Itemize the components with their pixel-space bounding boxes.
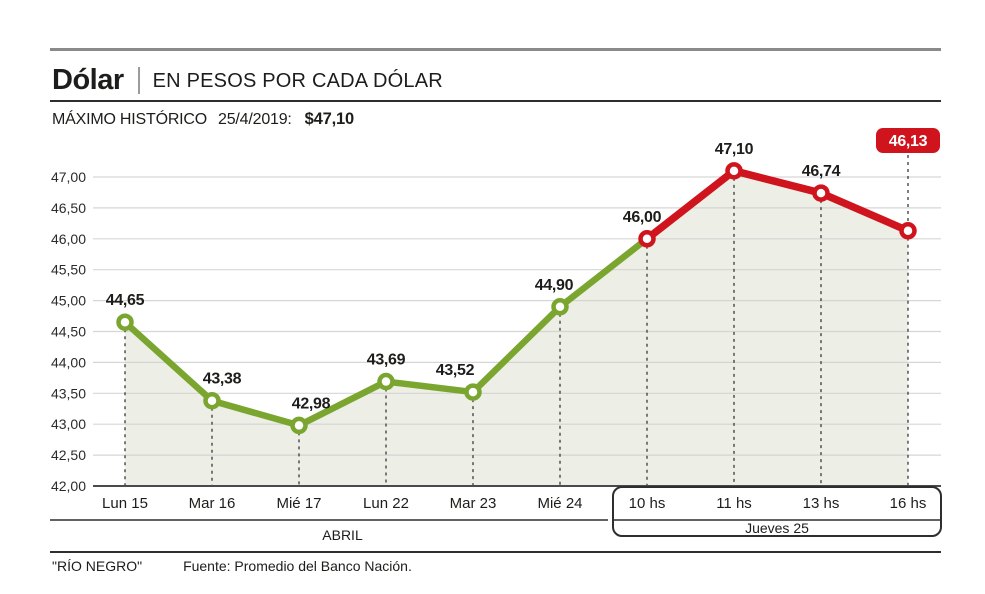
data-point-marker	[464, 383, 482, 401]
y-axis-label: 45,00	[51, 293, 86, 309]
page-title: Dólar	[52, 63, 124, 96]
data-point-marker	[377, 372, 395, 391]
x-axis-label: Mié 24	[537, 495, 582, 512]
x-axis-label: 13 hs	[803, 495, 840, 512]
top-rule	[50, 48, 941, 51]
y-axis-label: 42,00	[51, 478, 86, 494]
group-label: Jueves 25	[745, 520, 809, 536]
data-point-label: 44,65	[106, 292, 145, 309]
footer: "RÍO NEGRO" Fuente: Promedio del Banco N…	[52, 558, 412, 574]
data-point-label: 46,74	[802, 163, 841, 180]
data-point-marker	[116, 313, 134, 331]
data-point-marker	[638, 230, 656, 248]
title-separator	[137, 66, 140, 94]
y-axis-label: 45,50	[51, 262, 86, 278]
data-point-marker	[812, 184, 830, 202]
series-line-red	[643, 167, 912, 243]
area-fill	[125, 170, 908, 486]
data-point-label: 43,69	[367, 352, 406, 369]
record-label: MÁXIMO HISTÓRICO	[52, 111, 208, 128]
y-axis-label: 46,50	[51, 200, 86, 216]
badge-label: 46,13	[889, 133, 928, 150]
y-axis-label: 43,00	[51, 416, 86, 432]
x-axis-label: 10 hs	[629, 495, 666, 512]
x-axis-label: 16 hs	[890, 495, 927, 512]
data-point-label: 42,98	[292, 395, 331, 412]
badge	[876, 128, 940, 153]
data-point-marker	[899, 222, 917, 240]
y-axis-label: 44,00	[51, 354, 86, 370]
x-axis-label: Mar 16	[189, 495, 236, 512]
footer-source: Fuente: Promedio del Banco Nación.	[183, 558, 412, 574]
data-point-label: 46,00	[623, 209, 662, 226]
data-point-marker	[725, 162, 743, 180]
x-axis-label: Mié 17	[276, 495, 321, 512]
group-box	[612, 486, 942, 537]
y-axis-label: 47,00	[51, 169, 86, 185]
footer-rule	[50, 551, 941, 553]
page-subtitle: EN PESOS POR CADA DÓLAR	[152, 70, 443, 92]
record-date: 25/4/2019:	[218, 111, 292, 128]
header: Dólar EN PESOS POR CADA DÓLAR	[52, 62, 443, 98]
y-axis-label: 42,50	[51, 447, 86, 463]
data-point-marker	[290, 416, 308, 435]
y-axis-label: 46,00	[51, 231, 86, 247]
y-axis-label: 44,50	[51, 324, 86, 340]
data-point-marker	[551, 298, 569, 316]
x-axis-label: Lun 22	[363, 495, 409, 512]
x-axis-label: Mar 23	[450, 495, 497, 512]
y-axis-label: 43,50	[51, 385, 86, 401]
data-point-label: 44,90	[535, 277, 574, 294]
header-rule	[50, 100, 941, 102]
data-point-label: 43,52	[436, 362, 475, 379]
data-point-label: 43,38	[203, 371, 242, 388]
record-row: MÁXIMO HISTÓRICO 25/4/2019: $47,10	[52, 110, 354, 129]
group-label: ABRIL	[322, 527, 363, 543]
record-value: $47,10	[304, 110, 354, 128]
x-axis-label: 11 hs	[716, 495, 752, 512]
x-axis-label: Lun 15	[102, 495, 148, 512]
data-point-label: 47,10	[715, 141, 754, 158]
footer-brand: "RÍO NEGRO"	[52, 558, 143, 574]
data-point-marker	[203, 391, 221, 410]
